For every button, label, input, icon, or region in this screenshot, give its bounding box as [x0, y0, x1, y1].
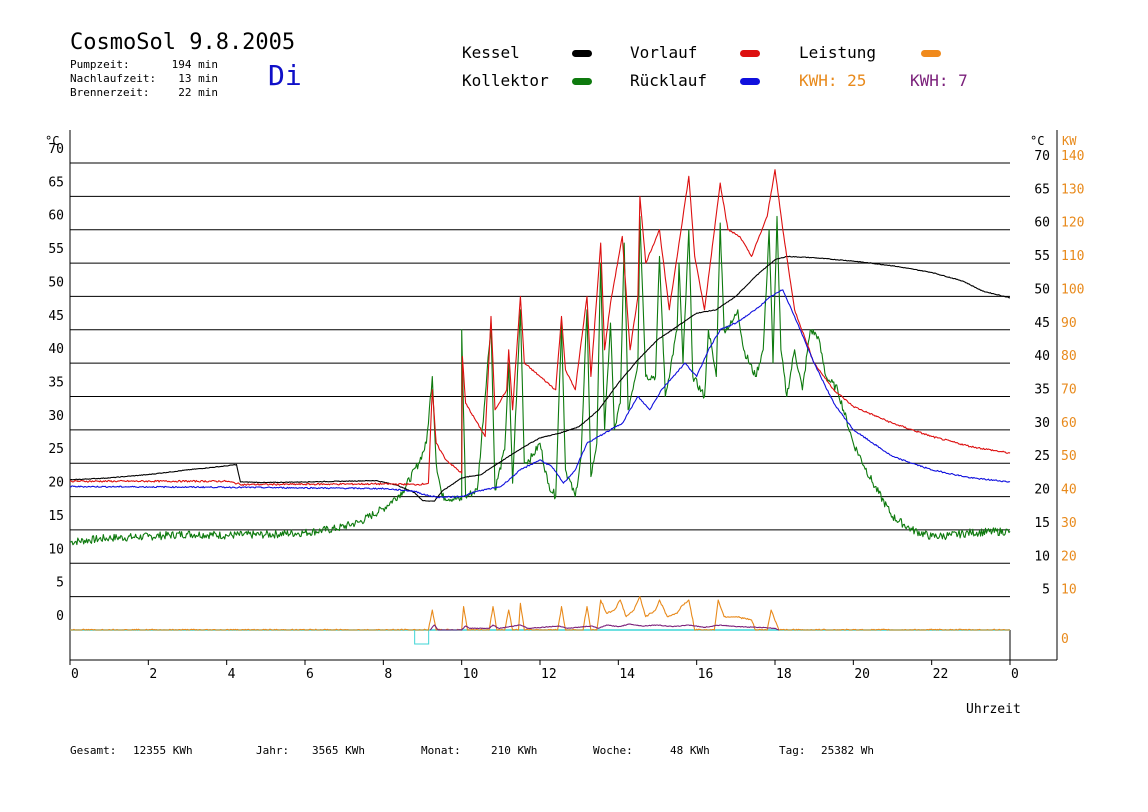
y-tick-label-right: 10 — [1034, 549, 1050, 564]
nachlaufzeit-label: Nachlaufzeit: — [70, 72, 157, 85]
series-line — [69, 169, 1011, 486]
y-tick-label-left: 0 — [56, 609, 64, 624]
x-axis-label: Uhrzeit — [966, 702, 1021, 717]
y-axis-unit-right: °C — [1030, 134, 1044, 148]
footer-woche-value: 48 KWh — [670, 744, 710, 757]
footer-monat-value: 210 KWh — [491, 744, 538, 757]
series-line — [69, 255, 1010, 502]
y-tick-label-power: 90 — [1061, 316, 1077, 331]
y-tick-label-power: 70 — [1061, 383, 1077, 398]
series-line — [429, 623, 780, 631]
x-tick-label: 2 — [149, 667, 157, 682]
pumpzeit-label: Pumpzeit: — [70, 58, 130, 71]
kwh-value-leistung: KWH: 25 — [799, 71, 867, 90]
y-tick-label-power: 20 — [1061, 549, 1077, 564]
legend-label-kollektor: Kollektor — [462, 71, 549, 90]
y-tick-label-left: 65 — [48, 175, 64, 190]
y-tick-label-power: 50 — [1061, 449, 1077, 464]
y-tick-label-power: 30 — [1061, 516, 1077, 531]
y-tick-label-right: 60 — [1034, 216, 1050, 231]
y-tick-label-left: 60 — [48, 209, 64, 224]
y-tick-label-right: 65 — [1034, 182, 1050, 197]
y-tick-label-power: 110 — [1061, 249, 1084, 264]
x-tick-label: 18 — [776, 667, 792, 682]
legend-swatch-kessel — [572, 50, 592, 57]
chart-title: CosmoSol 9.8.2005 — [70, 30, 296, 55]
x-tick-label: 12 — [541, 667, 557, 682]
y-tick-label-right: 30 — [1034, 416, 1050, 431]
y-tick-label-left: 35 — [48, 376, 64, 391]
x-tick-label: 6 — [306, 667, 314, 682]
brennerzeit-label: Brennerzeit: — [70, 86, 150, 99]
x-tick-label: 10 — [463, 667, 479, 682]
nachlaufzeit-value: 13 min — [178, 72, 218, 85]
footer-jahr-label: Jahr: — [256, 744, 290, 757]
series-line — [70, 215, 1011, 546]
y-tick-label-right: 25 — [1034, 449, 1050, 464]
y-tick-label-left: 20 — [48, 476, 64, 491]
footer-woche-label: Woche: — [593, 744, 633, 757]
x-tick-label: 22 — [933, 667, 949, 682]
y-tick-label-power: 130 — [1061, 182, 1084, 197]
y-tick-label-left: 10 — [48, 542, 64, 557]
y-axis-unit-left: °C — [45, 134, 59, 148]
series-line — [69, 289, 1011, 499]
y-tick-label-right: 45 — [1034, 316, 1050, 331]
time-marker-box — [414, 629, 430, 645]
x-tick-label: 20 — [854, 667, 870, 682]
x-tick-label: 4 — [228, 667, 236, 682]
y-tick-label-left: 50 — [48, 275, 64, 290]
footer-jahr-value: 3565 KWh — [312, 744, 365, 757]
y-tick-label-left: 30 — [48, 409, 64, 424]
y-axis-unit-power: KW — [1062, 134, 1077, 148]
y-tick-label-right: 55 — [1034, 249, 1050, 264]
y-tick-label-right: 50 — [1034, 282, 1050, 297]
weekday-label: Di — [268, 59, 302, 92]
x-tick-label: 0 — [1011, 667, 1019, 682]
y-tick-label-right: 35 — [1034, 383, 1050, 398]
y-tick-label-left: 25 — [48, 442, 64, 457]
footer-gesamt-label: Gesamt: — [70, 744, 117, 757]
pumpzeit-value: 194 min — [171, 58, 218, 71]
legend-swatch-vorlauf — [740, 50, 760, 57]
y-tick-label-left: 70 — [48, 142, 64, 157]
y-tick-label-power: 100 — [1061, 282, 1084, 297]
kwh-value-secondary: KWH: 7 — [910, 71, 968, 90]
x-tick-label: 0 — [71, 667, 79, 682]
x-tick-label: 14 — [619, 667, 635, 682]
y-tick-label-power: 140 — [1061, 149, 1084, 164]
x-tick-label: 16 — [698, 667, 714, 682]
x-tick-label: 8 — [384, 667, 392, 682]
y-tick-label-left: 45 — [48, 309, 64, 324]
y-tick-label-power: 40 — [1061, 483, 1077, 498]
brennerzeit-value: 22 min — [178, 86, 218, 99]
y-tick-label-left: 5 — [56, 576, 64, 591]
legend-swatch-kollektor — [572, 78, 592, 85]
y-tick-label-left: 55 — [48, 242, 64, 257]
legend-label-ruecklauf: Rücklauf — [630, 71, 708, 90]
y-tick-label-right: 5 — [1042, 583, 1050, 598]
y-tick-label-power: 10 — [1061, 583, 1077, 598]
footer-gesamt-value: 12355 KWh — [133, 744, 193, 757]
y-tick-label-power: 0 — [1061, 632, 1069, 647]
legend-swatch-ruecklauf — [740, 78, 760, 85]
y-tick-label-left: 40 — [48, 342, 64, 357]
y-tick-label-power: 80 — [1061, 349, 1077, 364]
legend-label-leistung: Leistung — [799, 43, 877, 62]
y-tick-label-right: 40 — [1034, 349, 1050, 364]
y-tick-label-right: 70 — [1034, 149, 1050, 164]
series-line — [69, 596, 1011, 631]
y-tick-label-right: 15 — [1034, 516, 1050, 531]
legend-label-kessel: Kessel — [462, 43, 520, 62]
y-tick-label-power: 120 — [1061, 216, 1084, 231]
y-tick-label-power: 60 — [1061, 416, 1077, 431]
footer-tag-value: 25382 Wh — [821, 744, 874, 757]
y-tick-label-left: 15 — [48, 509, 64, 524]
footer-tag-label: Tag: — [779, 744, 806, 757]
footer-monat-label: Monat: — [421, 744, 461, 757]
y-tick-label-right: 20 — [1034, 483, 1050, 498]
legend-label-vorlauf: Vorlauf — [630, 43, 698, 62]
legend-swatch-leistung — [921, 50, 941, 57]
